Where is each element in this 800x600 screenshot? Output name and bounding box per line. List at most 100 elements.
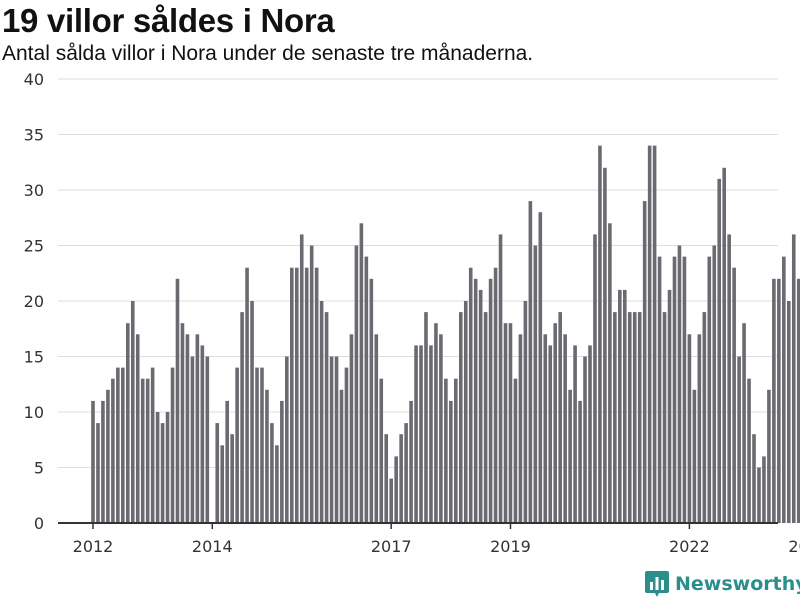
bar (91, 400, 95, 523)
bar (498, 234, 503, 523)
bar (314, 267, 319, 523)
x-tick-label: 2014 (192, 537, 233, 556)
bar (454, 378, 458, 523)
bar (444, 378, 448, 523)
bar (637, 312, 642, 523)
bar (463, 301, 468, 523)
bar (627, 312, 632, 523)
y-tick-label: 0 (34, 514, 44, 533)
brand-name: Newsworthy (675, 573, 800, 595)
bar (175, 278, 180, 523)
bar (354, 245, 359, 523)
bar (364, 256, 369, 523)
bar (449, 400, 453, 523)
bar (613, 312, 617, 523)
y-tick-label: 30 (24, 181, 44, 200)
bar (111, 378, 115, 523)
bar (791, 234, 796, 523)
bar (245, 267, 249, 523)
bar (419, 345, 423, 523)
bar (180, 323, 185, 523)
bar (632, 312, 637, 523)
bar (260, 367, 264, 523)
bar (796, 278, 800, 523)
x-tick-label: 2019 (490, 537, 531, 556)
y-tick-label: 20 (24, 292, 44, 311)
bar (513, 378, 518, 523)
x-tick-label: 2012 (73, 537, 114, 556)
bar (618, 289, 622, 523)
bar (468, 267, 473, 523)
bar (116, 367, 120, 523)
bar (672, 256, 677, 523)
bar (285, 356, 289, 523)
bar (712, 245, 717, 523)
bar (603, 167, 607, 524)
bar (434, 323, 438, 523)
bar (369, 278, 374, 523)
bar (657, 256, 662, 523)
bar (702, 312, 707, 523)
bar (344, 367, 349, 523)
bar (687, 334, 692, 523)
bar (150, 367, 155, 523)
bar (195, 334, 200, 523)
y-tick-label: 10 (24, 403, 44, 422)
bar (757, 467, 761, 523)
bar (205, 356, 210, 523)
bar (329, 356, 334, 523)
bar (101, 400, 105, 523)
bar (265, 389, 269, 523)
bar (478, 289, 483, 523)
bar (732, 267, 736, 523)
bar (379, 378, 384, 523)
bar (424, 312, 428, 523)
bar (488, 278, 493, 523)
brand-logo: Newsworthy (645, 571, 800, 597)
bar (682, 256, 687, 523)
bar (299, 234, 304, 523)
bar (215, 423, 220, 523)
bar (374, 334, 379, 523)
bar (384, 434, 389, 523)
bar (200, 345, 205, 523)
bar (707, 256, 712, 523)
bar (359, 223, 364, 524)
bar (622, 289, 627, 523)
bar (125, 323, 130, 523)
bar (787, 301, 791, 523)
bar (553, 323, 558, 523)
y-tick-label: 40 (24, 70, 44, 89)
bar (185, 334, 190, 523)
x-tick-label: 2024 (788, 537, 800, 556)
y-tick-label: 25 (24, 237, 44, 256)
bar (280, 400, 284, 523)
bar (503, 323, 508, 523)
bar (578, 400, 582, 523)
bar (642, 201, 647, 523)
bar (752, 434, 756, 523)
bar (106, 389, 110, 523)
bar (145, 378, 150, 523)
bar (121, 367, 125, 523)
x-axis: 2012 2014 2017 2019 2022 2024 (58, 522, 800, 556)
bar (772, 278, 776, 523)
bar (290, 267, 294, 523)
bar (240, 312, 244, 523)
bar (647, 145, 652, 523)
bar (722, 167, 726, 524)
bar (140, 378, 145, 523)
bar (190, 356, 195, 523)
bar (588, 345, 592, 523)
bar (409, 400, 413, 523)
bar (767, 389, 771, 523)
bar (483, 312, 488, 523)
page-title: 19 villor såldes i Nora (2, 2, 335, 39)
bar (160, 423, 165, 523)
bar (255, 367, 259, 523)
x-tick-label: 2022 (669, 537, 710, 556)
bar (563, 334, 567, 523)
bar (473, 278, 478, 523)
bar (324, 312, 329, 523)
